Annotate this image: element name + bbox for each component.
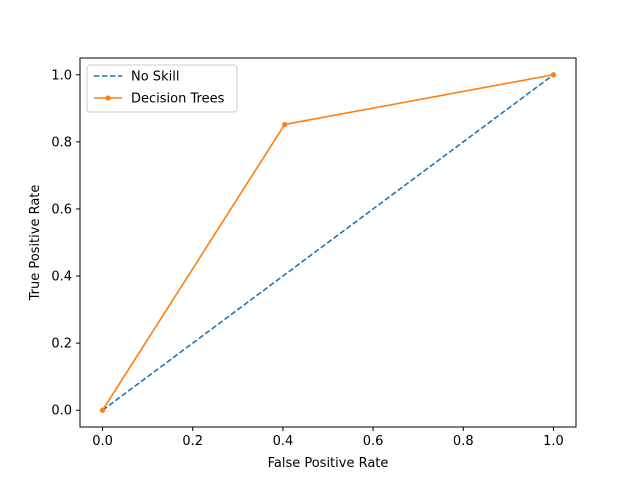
x-tick-label: 0.0 [92, 434, 113, 449]
y-tick-label: 0.4 [51, 270, 72, 285]
series-layer [99, 72, 557, 413]
legend-label: Decision Trees [131, 92, 225, 107]
y-tick-label: 1.0 [51, 68, 72, 83]
x-tick-label: 0.4 [273, 434, 294, 449]
x-tick-label: 0.8 [453, 434, 474, 449]
x-axis-label: False Positive Rate [268, 456, 389, 471]
data-point [550, 72, 557, 78]
legend: No Skill Decision Trees [86, 64, 238, 113]
x-axis: 0.0 0.2 0.4 0.6 0.8 1.0 [92, 427, 564, 449]
legend-label: No Skill [131, 70, 179, 85]
y-axis: 0.0 0.2 0.4 0.6 0.8 1.0 [51, 68, 80, 419]
y-tick-label: 0.2 [51, 337, 72, 352]
y-axis-label: True Positive Rate [28, 185, 43, 302]
x-tick-label: 1.0 [543, 434, 564, 449]
x-tick-label: 0.2 [182, 434, 203, 449]
data-point [99, 407, 106, 413]
legend-box [86, 64, 238, 113]
y-tick-label: 0.6 [51, 202, 72, 217]
data-point [282, 121, 288, 128]
y-tick-label: 0.0 [51, 404, 72, 419]
plot-frame [79, 57, 577, 428]
x-tick-label: 0.6 [363, 434, 384, 449]
legend-marker [105, 95, 111, 101]
y-tick-label: 0.8 [51, 135, 72, 150]
series-line-no-skill [102, 74, 554, 411]
